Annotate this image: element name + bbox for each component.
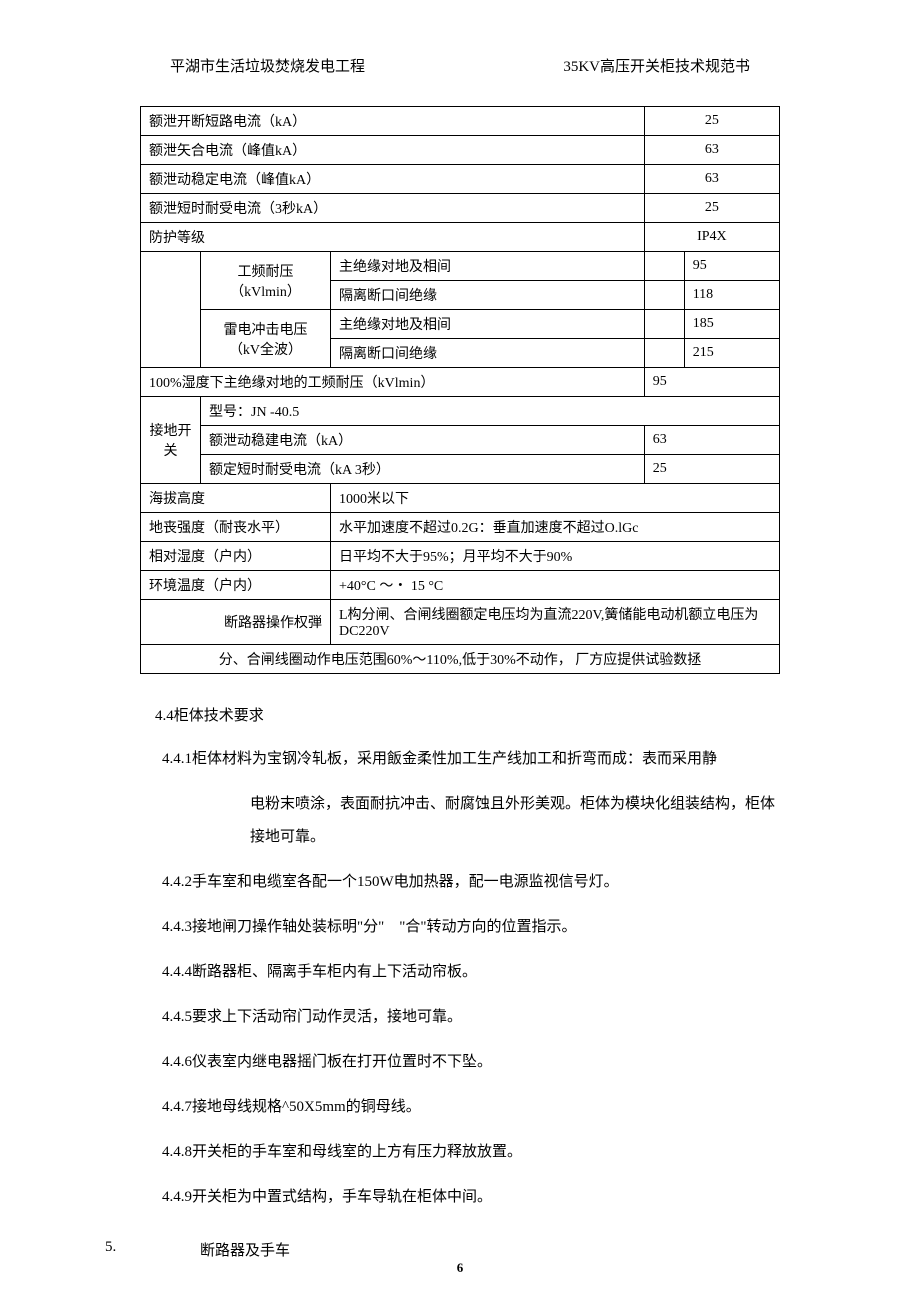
cell-label: 额泄动稳建电流（kA） bbox=[201, 426, 645, 455]
cell-label: 相对湿度（户内） bbox=[141, 542, 331, 571]
table-row: 地丧强度（耐丧水平） 水平加速度不超过0.2G：垂直加速度不超过O.lGc bbox=[141, 513, 780, 542]
para-4-4-1b: 电粉末喷涂，表面耐抗冲击、耐腐蚀且外形美观。柜体为模块化组装结构，柜体 bbox=[250, 788, 860, 821]
para-4-4-4: 4.4.4断路器柜、隔离手车柜内有上下活动帘板。 bbox=[162, 956, 860, 989]
cell-blank bbox=[644, 281, 684, 310]
cell-value: 水平加速度不超过0.2G：垂直加速度不超过O.lGc bbox=[331, 513, 780, 542]
cell-value: 95 bbox=[644, 368, 779, 397]
cell-label: 地丧强度（耐丧水平） bbox=[141, 513, 331, 542]
para-4-4-5: 4.4.5要求上下活动帘门动作灵活，接地可靠。 bbox=[162, 1001, 860, 1034]
cell-blank bbox=[644, 310, 684, 339]
cell-value: IP4X bbox=[644, 223, 779, 252]
cell-value: 1000米以下 bbox=[331, 484, 780, 513]
table-row: 环境温度（户内） +40°C ～・ 15 °C bbox=[141, 571, 780, 600]
cell-value: 型号：JN -40.5 bbox=[201, 397, 780, 426]
table-row: 额定短时耐受电流（kA 3秒） 25 bbox=[141, 455, 780, 484]
section-5: 5. 断路器及手车 bbox=[60, 1239, 860, 1260]
cell-sublabel: 隔离断口间绝缘 bbox=[331, 339, 645, 368]
cell-side: 接地开关 bbox=[141, 397, 201, 484]
para-4-4-1c: 接地可靠。 bbox=[250, 821, 860, 854]
cell-value: 215 bbox=[684, 339, 779, 368]
cell-sublabel: 主绝缘对地及相间 bbox=[331, 310, 645, 339]
table-row: 工频耐压（kVlmin） 主绝缘对地及相间 95 bbox=[141, 252, 780, 281]
cell-value: 63 bbox=[644, 426, 779, 455]
table-row: 断路器操作权弾 L构分闸、合闸线圈额定电压均为直流220V,簧储能电动机额立电压… bbox=[141, 600, 780, 645]
table-row: 额泄矢合电流（峰值kA） 63 bbox=[141, 136, 780, 165]
section-4-4-title: 4.4柜体技术要求 bbox=[155, 704, 860, 725]
cell-label: 雷电冲击电压（kV全波） bbox=[201, 310, 331, 368]
cell-value: 95 bbox=[684, 252, 779, 281]
cell-label: 额泄动稳定电流（峰值kA） bbox=[141, 165, 645, 194]
page-header: 平湖市生活垃圾焚烧发电工程 35KV高压开关柜技术规范书 bbox=[170, 55, 750, 76]
section-5-num: 5. bbox=[105, 1239, 116, 1256]
table-row: 额泄短时耐受电流（3秒kA） 25 bbox=[141, 194, 780, 223]
para-4-4-7: 4.4.7接地母线规格^50X5mm的铜母线。 bbox=[162, 1091, 860, 1124]
para-4-4-6: 4.4.6仪表室内继电器摇门板在打开位置时不下坠。 bbox=[162, 1046, 860, 1079]
table-row: 额泄动稳定电流（峰值kA） 63 bbox=[141, 165, 780, 194]
cell-sublabel: 主绝缘对地及相间 bbox=[331, 252, 645, 281]
cell-blank bbox=[644, 339, 684, 368]
section-5-title: 断路器及手车 bbox=[200, 1243, 290, 1259]
cell-value: 分、合闸线圈动作电压范围60%～110%,低于30%不动作， 厂方应提供试验数拯 bbox=[141, 645, 780, 674]
page-number: 6 bbox=[0, 1260, 920, 1276]
cell-label: 100%湿度下主绝缘对地的工频耐压（kVlmin） bbox=[141, 368, 645, 397]
cell-label: 环境温度（户内） bbox=[141, 571, 331, 600]
spec-table: 额泄开断短路电流（kA） 25 额泄矢合电流（峰值kA） 63 额泄动稳定电流（… bbox=[140, 106, 780, 674]
table-row: 接地开关 型号：JN -40.5 bbox=[141, 397, 780, 426]
cell-blank bbox=[644, 252, 684, 281]
cell-label: 额泄开断短路电流（kA） bbox=[141, 107, 645, 136]
table-row: 防护等级 IP4X bbox=[141, 223, 780, 252]
cell-sublabel: 隔离断口间绝缘 bbox=[331, 281, 645, 310]
para-4-4-8: 4.4.8开关柜的手车室和母线室的上方有压力释放放置。 bbox=[162, 1136, 860, 1169]
cell-value: 日平均不大于95%；月平均不大于90% bbox=[331, 542, 780, 571]
cell-value: 118 bbox=[684, 281, 779, 310]
header-left: 平湖市生活垃圾焚烧发电工程 bbox=[170, 55, 365, 76]
table-row: 相对湿度（户内） 日平均不大于95%；月平均不大于90% bbox=[141, 542, 780, 571]
para-4-4-2: 4.4.2手车室和电缆室各配一个150W电加热器，配一电源监视信号灯。 bbox=[162, 866, 860, 899]
table-row: 额泄开断短路电流（kA） 25 bbox=[141, 107, 780, 136]
cell-label: 断路器操作权弾 bbox=[141, 600, 331, 645]
cell-value: 63 bbox=[644, 136, 779, 165]
para-4-4-3: 4.4.3接地闸刀操作轴处装标明"分" "合"转动方向的位置指示。 bbox=[162, 911, 860, 944]
cell-value: 25 bbox=[644, 455, 779, 484]
cell-value: 185 bbox=[684, 310, 779, 339]
table-row: 海拔高度 1000米以下 bbox=[141, 484, 780, 513]
cell-label: 额泄短时耐受电流（3秒kA） bbox=[141, 194, 645, 223]
cell-value: +40°C ～・ 15 °C bbox=[331, 571, 780, 600]
header-right: 35KV高压开关柜技术规范书 bbox=[563, 55, 750, 76]
table-row: 雷电冲击电压（kV全波） 主绝缘对地及相间 185 bbox=[141, 310, 780, 339]
cell-blank bbox=[141, 252, 201, 368]
cell-label: 海拔高度 bbox=[141, 484, 331, 513]
page-content: 平湖市生活垃圾焚烧发电工程 35KV高压开关柜技术规范书 额泄开断短路电流（kA… bbox=[0, 0, 920, 1300]
cell-label: 防护等级 bbox=[141, 223, 645, 252]
cell-label: 额泄矢合电流（峰值kA） bbox=[141, 136, 645, 165]
para-4-4-9: 4.4.9开关柜为中置式结构，手车导轨在柜体中间。 bbox=[162, 1181, 860, 1214]
cell-value: 25 bbox=[644, 194, 779, 223]
table-row: 100%湿度下主绝缘对地的工频耐压（kVlmin） 95 bbox=[141, 368, 780, 397]
cell-label: 额定短时耐受电流（kA 3秒） bbox=[201, 455, 645, 484]
para-4-4-1a: 4.4.1柜体材料为宝钢冷轧板，采用飯金柔性加工生产线加工和折弯而成：表而采用静 bbox=[162, 743, 860, 776]
table-row: 分、合闸线圈动作电压范围60%～110%,低于30%不动作， 厂方应提供试验数拯 bbox=[141, 645, 780, 674]
cell-value: L构分闸、合闸线圈额定电压均为直流220V,簧储能电动机额立电压为DC220V bbox=[331, 600, 780, 645]
cell-value: 25 bbox=[644, 107, 779, 136]
cell-value: 63 bbox=[644, 165, 779, 194]
table-row: 额泄动稳建电流（kA） 63 bbox=[141, 426, 780, 455]
cell-label: 工频耐压（kVlmin） bbox=[201, 252, 331, 310]
